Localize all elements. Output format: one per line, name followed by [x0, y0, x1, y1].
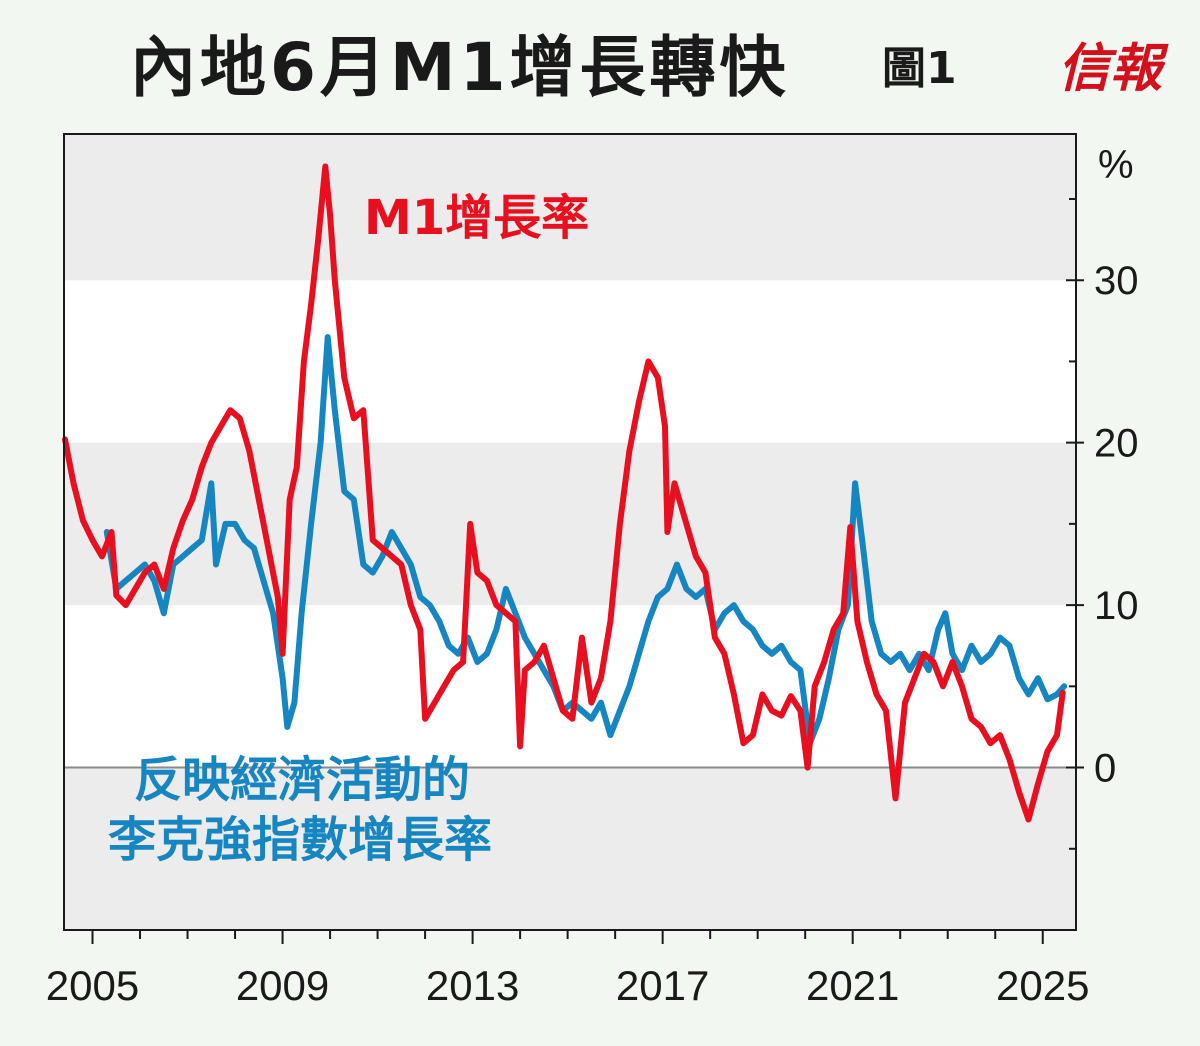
band-4 [64, 134, 1076, 281]
x-tick-label: 2021 [806, 962, 899, 1009]
y-tick-label: 0 [1094, 747, 1116, 791]
m1-growth-line [62, 163, 1066, 823]
figure-label: 圖1 [882, 43, 957, 94]
band-3 [64, 280, 1076, 443]
y-tick-label: 30 [1094, 259, 1139, 303]
x-tick-label: 2013 [426, 962, 519, 1009]
plot-frame [63, 133, 1077, 931]
title-row: 內地6月M1增長轉快 圖1 信報 [0, 0, 1200, 120]
background-bands [64, 134, 1076, 930]
m1-series-label: M1增長率 [364, 190, 589, 246]
x-axis: 2005 2009 2013 2017 2021 2025 [46, 930, 1089, 1009]
y-tick-label: 10 [1094, 584, 1139, 628]
band-1 [64, 605, 1076, 768]
series-layer [62, 163, 1068, 823]
x-tick-label: 2017 [616, 962, 709, 1009]
x-tick-label: 2005 [46, 962, 139, 1009]
y-tick-label: 20 [1094, 422, 1139, 466]
y-unit-label: % [1098, 143, 1134, 187]
publisher-logo: 信報 [1058, 38, 1163, 99]
x-tick-label: 2025 [996, 962, 1089, 1009]
lki-label-line-1: 反映經濟活動的 [134, 752, 470, 808]
lki-label-line-2: 李克強指數增長率 [108, 812, 492, 868]
li-keqiang-index-line [103, 334, 1068, 747]
y-axis: 0 10 20 30 [1066, 197, 1139, 850]
band-0 [64, 767, 1076, 930]
chart-title: 內地6月M1增長轉快 [130, 29, 790, 106]
x-tick-label: 2009 [236, 962, 329, 1009]
